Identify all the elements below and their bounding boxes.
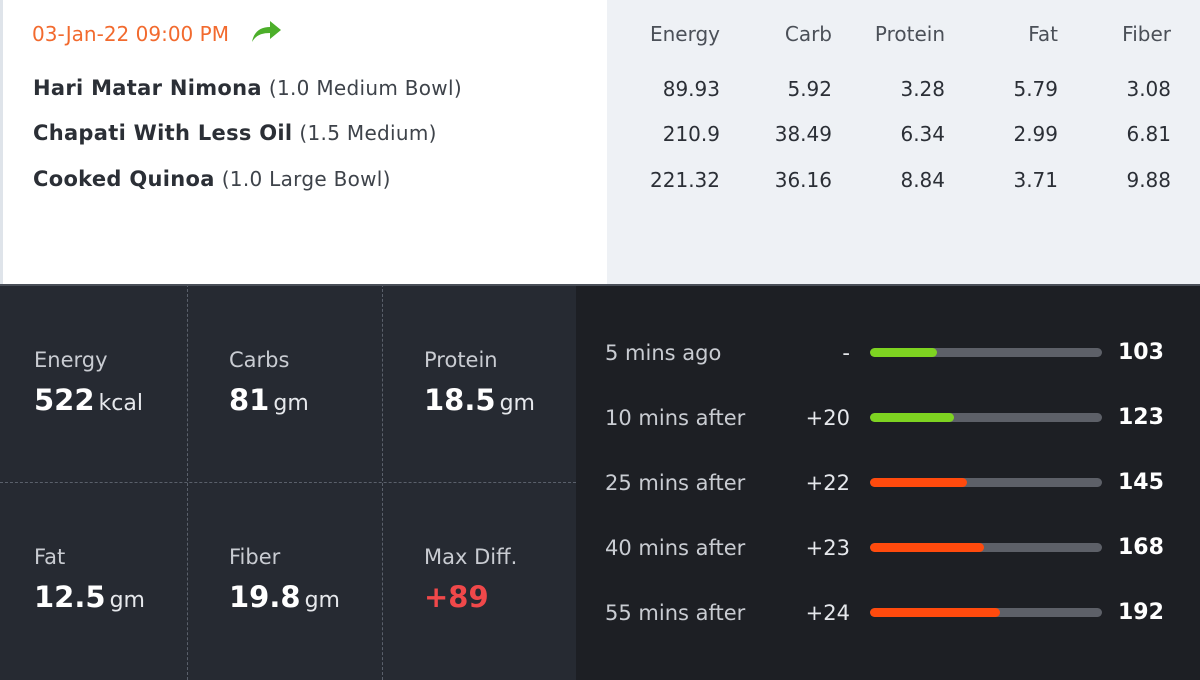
reading-value: 192 [1118, 600, 1164, 625]
food-item-quantity: (1.5 Medium) [299, 121, 437, 145]
reading-delta: +22 [805, 471, 850, 495]
meal-items-area [0, 0, 607, 284]
fat-label: Fat [34, 545, 66, 569]
reading-value: 103 [1118, 340, 1164, 365]
fat-value: 12.5 gm [34, 580, 145, 614]
reading-time-label: 40 mins after [605, 536, 746, 560]
fat-unit: gm [109, 588, 145, 613]
nutrition-summary-grid: Energy 522 kcal Carbs 81 gm Protein 18.5 gm… [0, 284, 576, 680]
reading-level-fill [870, 608, 1000, 617]
nutrient-value: 2.99 [1013, 122, 1058, 146]
food-item-row: Hari Matar Nimona (1.0 Medium Bowl) [33, 76, 462, 100]
food-item-name: Cooked Quinoa [33, 167, 215, 191]
food-item-row: Cooked Quinoa (1.0 Large Bowl) [33, 167, 391, 191]
glucose-trend-list: 5 mins ago - 103 10 mins after +20 123 2… [576, 284, 1200, 680]
column-header-fiber: Fiber [1122, 22, 1171, 46]
max-diff-value: +89 [424, 580, 489, 614]
nutrient-value: 89.93 [662, 77, 720, 101]
nutrient-value: 8.84 [900, 168, 945, 192]
carbs-unit: gm [273, 391, 309, 416]
protein-value: 18.5 gm [424, 383, 535, 417]
fiber-value: 19.8 gm [229, 580, 340, 614]
reading-level-bar [870, 608, 1102, 617]
reading-time-label: 25 mins after [605, 471, 746, 495]
nutrient-value: 3.08 [1126, 77, 1171, 101]
nutrient-value: 3.28 [900, 77, 945, 101]
reading-delta: +24 [805, 601, 850, 625]
reading-delta: +20 [805, 406, 850, 430]
fiber-label: Fiber [229, 545, 281, 569]
protein-unit: gm [499, 391, 535, 416]
meal-timestamp: 03-Jan-22 09:00 PM [32, 22, 229, 46]
nutrient-value: 5.79 [1013, 77, 1058, 101]
nutrient-value: 5.92 [787, 77, 832, 101]
column-header-fat: Fat [1028, 22, 1058, 46]
nutrient-value: 6.34 [900, 122, 945, 146]
reading-delta: - [842, 341, 850, 365]
reading-time-label: 55 mins after [605, 601, 746, 625]
reading-time-label: 10 mins after [605, 406, 746, 430]
reading-level-bar [870, 478, 1102, 487]
food-item-quantity: (1.0 Large Bowl) [221, 167, 391, 191]
panel-divider [0, 284, 1200, 286]
reading-level-fill [870, 478, 968, 487]
nutrient-value: 6.81 [1126, 122, 1171, 146]
meal-panel: 03-Jan-22 09:00 PM Hari Matar Nimona (1.… [0, 0, 1200, 284]
max-diff-label: Max Diff. [424, 545, 518, 569]
panel-edge [0, 0, 3, 284]
reading-value: 168 [1118, 535, 1164, 560]
fiber-unit: gm [304, 588, 340, 613]
nutrient-value: 36.16 [774, 168, 832, 192]
food-item-name: Chapati With Less Oil [33, 121, 293, 145]
reading-level-bar [870, 543, 1102, 552]
summary-panel: Energy 522 kcal Carbs 81 gm Protein 18.5 gm… [0, 284, 1200, 680]
reading-value: 145 [1118, 470, 1164, 495]
nutrient-value: 9.88 [1126, 168, 1171, 192]
reading-level-fill [870, 348, 938, 357]
nutrient-value: 210.9 [662, 122, 720, 146]
grid-divider [0, 482, 576, 483]
reading-level-bar [870, 348, 1102, 357]
reading-time-label: 5 mins ago [605, 341, 722, 365]
reading-level-bar [870, 413, 1102, 422]
energy-unit: kcal [98, 391, 143, 416]
reading-delta: +23 [805, 536, 850, 560]
carbs-label: Carbs [229, 348, 290, 372]
column-header-carb: Carb [784, 22, 832, 46]
column-header-protein: Protein [874, 22, 945, 46]
nutrient-value: 221.32 [650, 168, 720, 192]
nutrient-value: 38.49 [774, 122, 832, 146]
nutrient-value: 3.71 [1013, 168, 1058, 192]
reading-value: 123 [1118, 405, 1164, 430]
food-item-row: Chapati With Less Oil (1.5 Medium) [33, 121, 437, 145]
food-item-name: Hari Matar Nimona [33, 76, 262, 100]
protein-label: Protein [424, 348, 498, 372]
food-item-quantity: (1.0 Medium Bowl) [268, 76, 462, 100]
column-header-energy: Energy [649, 22, 720, 46]
reading-level-fill [870, 413, 954, 422]
energy-label: Energy [34, 348, 108, 372]
carbs-value: 81 gm [229, 383, 309, 417]
energy-value: 522 kcal [34, 383, 143, 417]
share-arrow-icon[interactable] [248, 16, 284, 46]
reading-level-fill [870, 543, 984, 552]
nutrition-table-area [607, 0, 1200, 284]
